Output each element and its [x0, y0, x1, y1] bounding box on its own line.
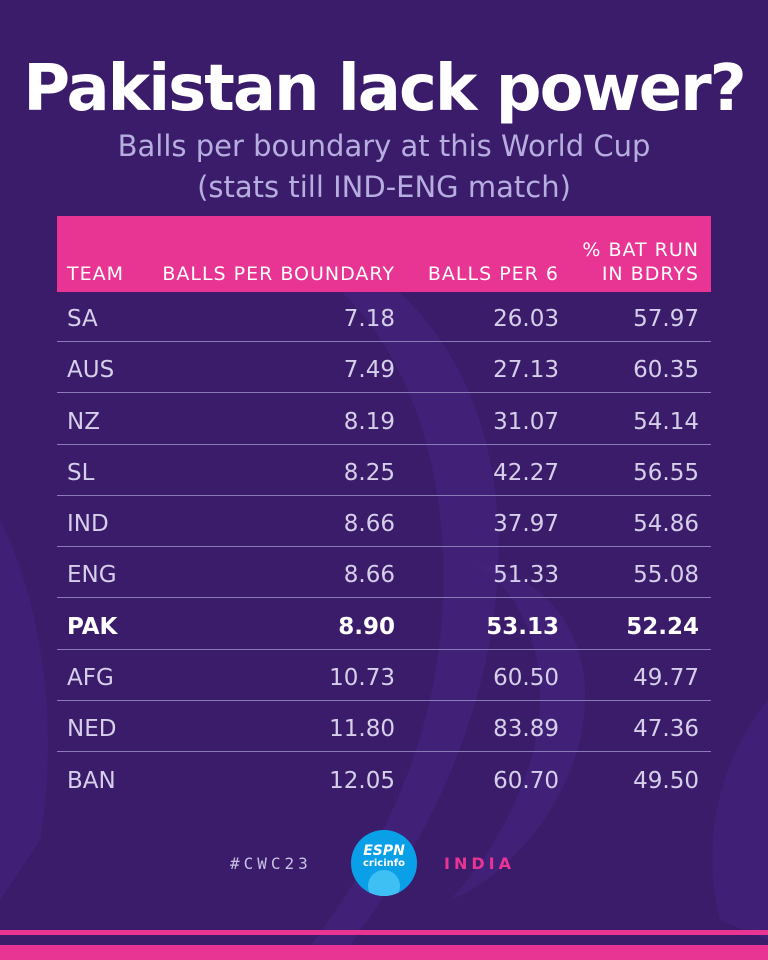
cell-balls-per-boundary: 8.25 — [343, 459, 395, 486]
cell-balls-per-boundary: 11.80 — [329, 716, 395, 743]
page-title: Pakistan lack power? — [23, 52, 747, 126]
cell-team: PAK — [67, 613, 118, 640]
cell-pct-bat-run: 56.55 — [633, 459, 699, 486]
cell-pct-bat-run: 54.14 — [633, 408, 699, 435]
cell-pct-bat-run: 54.86 — [633, 511, 699, 538]
cell-balls-per-6: 31.07 — [493, 408, 559, 435]
header-team: TEAM — [67, 263, 125, 285]
header-balls-per-boundary: BALLS PER BOUNDARY — [162, 263, 395, 285]
espncricinfo-logo: ESPN cricinfo — [351, 830, 417, 896]
footer: #CWC23 ESPN cricinfo INDIA — [0, 830, 768, 900]
table-row: BAN 12.05 60.70 49.50 — [57, 754, 711, 804]
cell-team: IND — [67, 511, 109, 538]
header-pct-line-2: IN BDRYS — [601, 263, 699, 285]
footer-stripe-thick — [0, 945, 768, 960]
cell-pct-bat-run: 57.97 — [633, 306, 699, 332]
cell-balls-per-6: 60.50 — [493, 665, 559, 692]
table-body: SA 7.18 26.03 57.97 AUS 7.49 27.13 60.35… — [57, 292, 711, 805]
cell-pct-bat-run: 55.08 — [633, 562, 699, 589]
header-balls-per-6: BALLS PER 6 — [427, 263, 559, 285]
cell-balls-per-6: 37.97 — [493, 511, 559, 538]
cell-balls-per-boundary: 7.18 — [343, 306, 395, 332]
cell-pct-bat-run: 49.77 — [633, 665, 699, 692]
header-pct-bat-run: % BAT RUN IN BDRYS — [582, 238, 699, 286]
cell-balls-per-boundary: 12.05 — [329, 767, 395, 794]
table-row: AFG 10.73 60.50 49.77 — [57, 651, 711, 702]
cell-balls-per-6: 26.03 — [493, 306, 559, 332]
table-row: IND 8.66 37.97 54.86 — [57, 497, 711, 548]
cell-balls-per-6: 27.13 — [493, 357, 559, 384]
table-row: NZ 8.19 31.07 54.14 — [57, 395, 711, 445]
cell-team: NZ — [67, 408, 100, 435]
cell-balls-per-6: 42.27 — [493, 459, 559, 486]
table-row-highlighted: PAK 8.90 53.13 52.24 — [57, 600, 711, 650]
cell-balls-per-boundary: 8.90 — [338, 613, 395, 640]
cell-pct-bat-run: 60.35 — [633, 357, 699, 384]
header-pct-line-1: % BAT RUN — [582, 239, 699, 261]
cell-team: SA — [67, 306, 98, 332]
cell-team: SL — [67, 459, 95, 486]
table-row: SL 8.25 42.27 56.55 — [57, 446, 711, 496]
country-label: INDIA — [444, 854, 515, 873]
cell-balls-per-6: 53.13 — [486, 613, 559, 640]
table-row: ENG 8.66 51.33 55.08 — [57, 548, 711, 599]
subtitle-line-2: (stats till IND-ENG match) — [197, 170, 571, 204]
cell-team: AFG — [67, 665, 114, 692]
cell-team: NED — [67, 716, 117, 743]
cell-balls-per-boundary: 8.66 — [343, 511, 395, 538]
cell-team: BAN — [67, 767, 116, 794]
cell-balls-per-boundary: 8.19 — [343, 408, 395, 435]
logo-cricinfo-text: cricinfo — [363, 858, 405, 869]
table-header: TEAM BALLS PER BOUNDARY BALLS PER 6 % BA… — [57, 216, 711, 292]
cell-balls-per-boundary: 7.49 — [343, 357, 395, 384]
logo-espn-text: ESPN — [363, 843, 405, 859]
cell-team: ENG — [67, 562, 117, 589]
table-row: AUS 7.49 27.13 60.35 — [57, 343, 711, 394]
cell-pct-bat-run: 47.36 — [633, 716, 699, 743]
cell-balls-per-6: 60.70 — [493, 767, 559, 794]
table-row: SA 7.18 26.03 57.97 — [57, 292, 711, 342]
cricket-ball-icon — [368, 870, 400, 896]
footer-stripe-thin — [0, 930, 768, 935]
cell-balls-per-boundary: 8.66 — [343, 562, 395, 589]
hashtag-label: #CWC23 — [230, 854, 312, 873]
subtitle-line-1: Balls per boundary at this World Cup — [117, 129, 651, 163]
cell-balls-per-boundary: 10.73 — [329, 665, 395, 692]
cell-pct-bat-run: 52.24 — [626, 613, 699, 640]
cell-balls-per-6: 83.89 — [493, 716, 559, 743]
table-row: NED 11.80 83.89 47.36 — [57, 702, 711, 753]
cell-team: AUS — [67, 357, 115, 384]
cell-balls-per-6: 51.33 — [493, 562, 559, 589]
cell-pct-bat-run: 49.50 — [633, 767, 699, 794]
